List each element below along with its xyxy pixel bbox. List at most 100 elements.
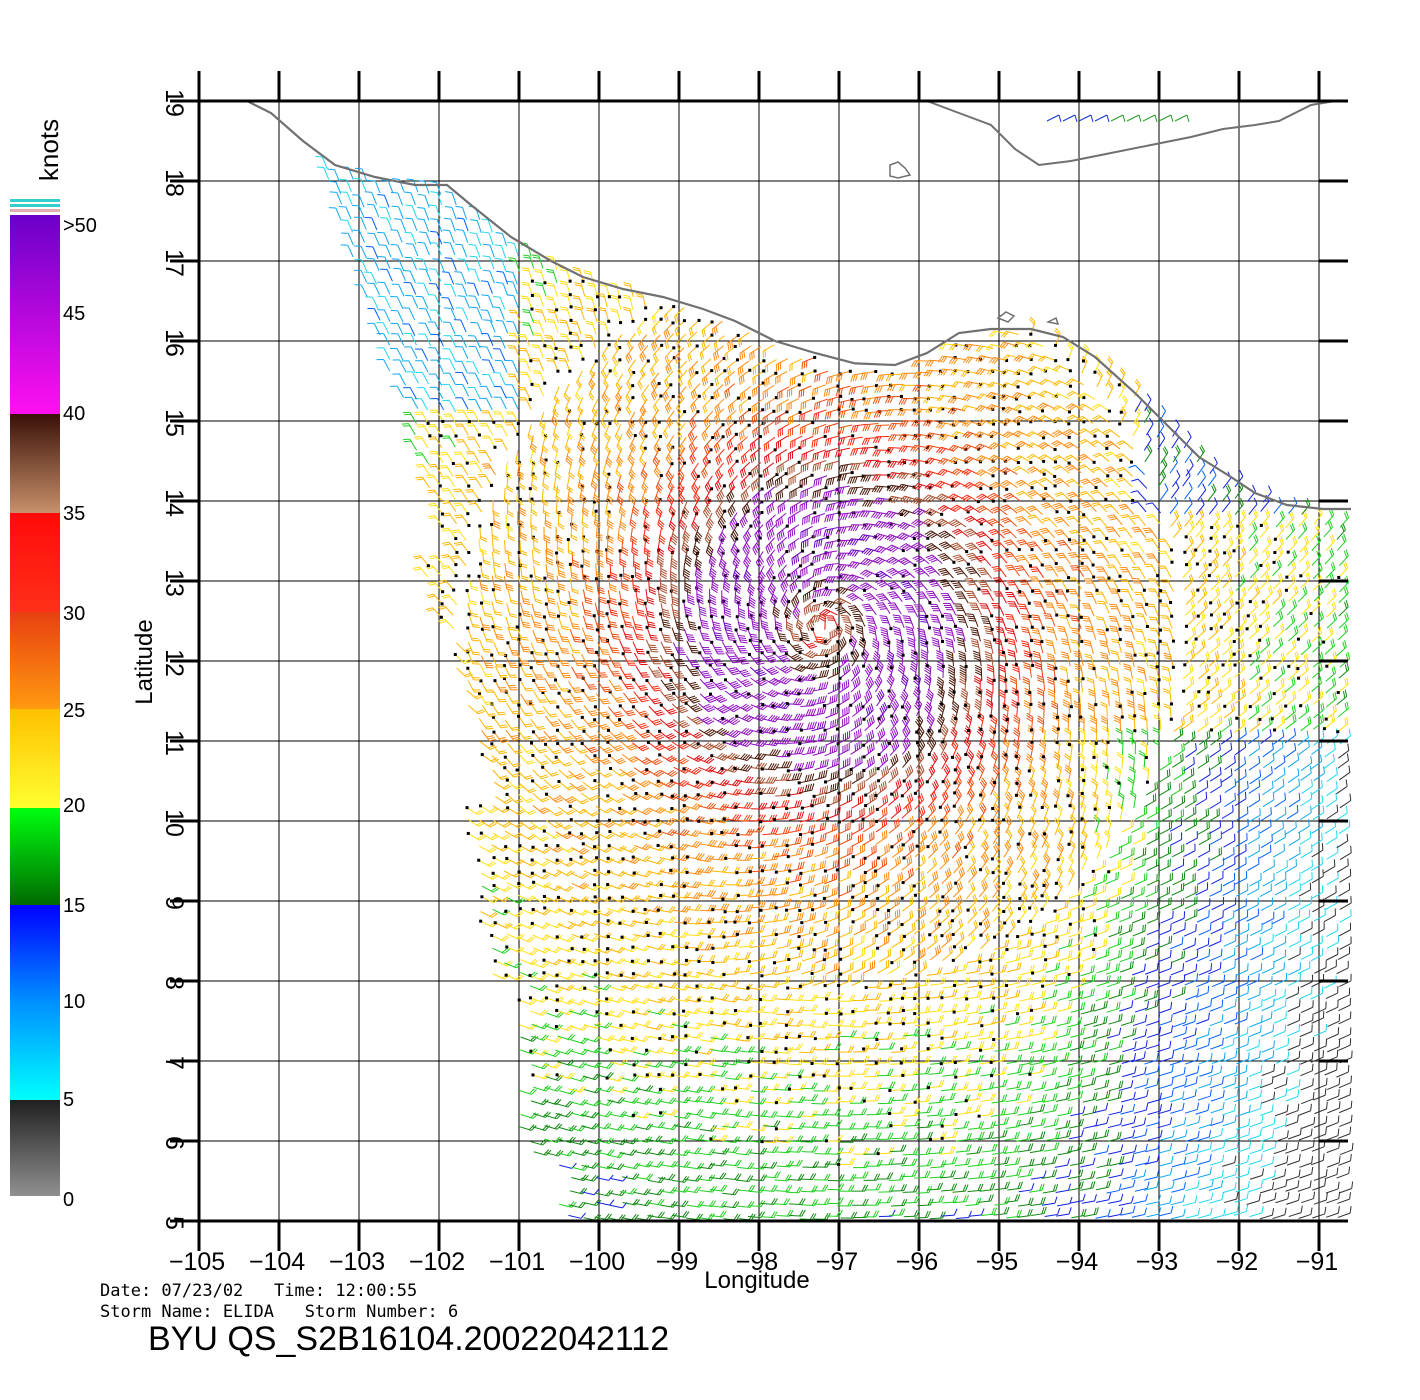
wind-barb: [1273, 740, 1284, 755]
wind-barb: [556, 1111, 573, 1117]
colorbar-gradient: [10, 215, 60, 1196]
wind-barb: [789, 811, 804, 820]
wind-barb: [686, 1214, 703, 1220]
wind-barb: [764, 749, 781, 756]
wind-barb: [1287, 805, 1298, 819]
wind-barb: [541, 766, 559, 776]
wind-barb: [1096, 962, 1109, 973]
rain-flag: [863, 755, 866, 758]
wind-barb: [1172, 1157, 1186, 1167]
wind-barb: [1289, 847, 1300, 861]
rain-flag: [1005, 730, 1008, 733]
colorbar-tick-label: 45: [63, 303, 85, 325]
wind-barb: [1185, 973, 1198, 985]
wind-barb: [620, 946, 637, 952]
wind-barb: [1301, 860, 1312, 873]
wind-barb: [1222, 821, 1233, 834]
rain-flag: [938, 923, 941, 926]
rain-flag: [622, 857, 625, 860]
rain-flag: [1325, 718, 1328, 721]
wind-barb: [687, 1201, 704, 1207]
wind-barb: [1338, 1038, 1350, 1050]
wind-barb: [1262, 1041, 1275, 1053]
wind-barb: [1236, 1181, 1250, 1192]
wind-barb: [1083, 1029, 1097, 1039]
wind-barb: [1275, 1192, 1289, 1203]
wind-barb: [1096, 949, 1109, 960]
wind-barb: [1147, 873, 1159, 885]
rain-flag: [670, 807, 673, 810]
rain-flag: [734, 1086, 737, 1089]
rain-flag: [608, 897, 611, 900]
rain-flag: [1002, 818, 1005, 821]
wind-barb: [903, 922, 915, 938]
wind-barb: [608, 819, 627, 827]
rain-flag: [711, 947, 714, 950]
wind-barb: [1289, 1206, 1302, 1217]
colorbar-cap-line: [10, 204, 60, 207]
wind-barb: [890, 856, 901, 870]
rain-flag: [1004, 753, 1007, 756]
wind-barb: [520, 784, 536, 793]
rain-flag: [953, 781, 956, 784]
rain-flag: [759, 1022, 762, 1025]
rain-flag: [761, 767, 764, 770]
wind-barb: [798, 774, 814, 785]
rain-flag: [684, 1034, 687, 1037]
rain-flag: [865, 986, 868, 989]
rain-flag: [799, 833, 802, 836]
rain-flag: [618, 718, 621, 721]
rain-flag: [594, 910, 597, 913]
rain-flag: [633, 872, 636, 875]
rain-flag: [851, 820, 854, 823]
wind-barb: [914, 961, 926, 977]
wind-barb: [1070, 840, 1075, 857]
wind-barb: [517, 704, 533, 716]
rain-flag: [723, 791, 726, 794]
wind-barb: [902, 803, 912, 819]
wind-barb: [1171, 782, 1182, 796]
wind-barb: [1301, 1037, 1313, 1049]
rain-flag: [594, 895, 597, 898]
wind-barb: [596, 769, 613, 777]
wind-barb: [1299, 740, 1309, 755]
rain-flag: [862, 769, 865, 772]
rain-flag: [865, 895, 868, 898]
rain-flag: [954, 768, 957, 771]
wind-barb: [799, 863, 815, 875]
rain-flag: [1108, 806, 1111, 809]
wind-barb: [1132, 1067, 1146, 1077]
wind-barb: [929, 1096, 945, 1104]
wind-barb: [1183, 844, 1195, 857]
wind-barb: [903, 1148, 919, 1155]
wind-barb: [1032, 975, 1046, 985]
wind-barb: [1196, 1013, 1209, 1024]
wind-barb: [1119, 1196, 1133, 1206]
rain-flag: [876, 947, 879, 950]
wind-barb: [1030, 938, 1044, 948]
wind-barb: [1096, 990, 1110, 1001]
rain-flag: [836, 728, 839, 731]
wind-barb: [1260, 976, 1272, 988]
wind-barb: [926, 831, 937, 848]
wind-barb: [1199, 1065, 1212, 1076]
rain-flag: [1005, 948, 1008, 951]
wind-barb: [1326, 1027, 1338, 1039]
wind-barb: [517, 937, 534, 942]
wind-barb: [815, 952, 828, 963]
wind-barb: [533, 1125, 550, 1131]
rain-flag: [735, 844, 738, 847]
wind-barb: [568, 1213, 585, 1218]
rain-flag: [954, 1076, 957, 1079]
rain-flag: [608, 844, 611, 847]
rain-flag: [708, 935, 711, 938]
wind-barb: [1144, 1053, 1158, 1064]
wind-barb: [582, 1189, 599, 1194]
rain-flag: [941, 1037, 944, 1040]
wind-barb: [657, 819, 676, 825]
wind-barb: [1211, 1208, 1225, 1218]
wind-barb: [1119, 835, 1131, 848]
rain-flag: [927, 1034, 930, 1037]
rain-flag: [1028, 1073, 1031, 1076]
wind-barb: [784, 1043, 802, 1050]
